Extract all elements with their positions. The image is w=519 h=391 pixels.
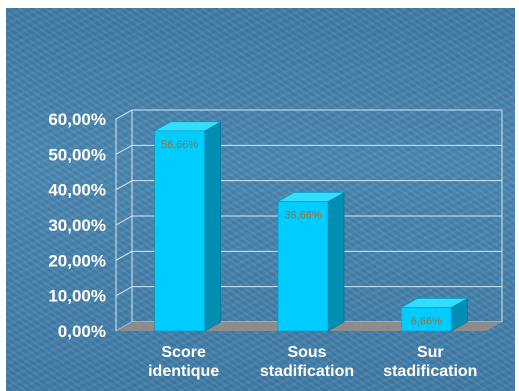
slide-background [6,8,515,391]
side-wall-gridline [115,250,133,261]
y-tick-label: 30,00% [48,216,106,235]
bar-side [327,191,345,332]
side-wall-gridline [115,215,133,226]
side-wall-gridline [115,286,133,297]
bar-side [204,121,221,332]
y-tick-label: 0,00% [58,322,106,341]
y-tick-label: 10,00% [48,287,106,306]
x-tick-label: Sur [417,344,444,361]
x-tick-label: identique [148,363,219,380]
x-tick-label: Score [161,344,206,361]
y-tick-label: 60,00% [48,110,106,129]
side-wall-gridline [115,109,133,120]
data-label: 56,66% [161,139,199,151]
side-wall-gridline [115,144,133,155]
x-tick-label: Sous [287,344,326,361]
side-wall-gridline [115,180,133,191]
bar [277,201,329,332]
bar [154,130,205,332]
y-tick-label: 20,00% [48,251,106,270]
y-tick-label: 40,00% [48,181,106,200]
data-label: 36,66% [284,209,322,221]
data-label: 6,66% [411,315,442,327]
x-tick-label: stadification [383,363,477,380]
x-tick-label: stadification [260,363,354,380]
bar [401,307,452,332]
y-tick-label: 50,00% [48,145,106,164]
